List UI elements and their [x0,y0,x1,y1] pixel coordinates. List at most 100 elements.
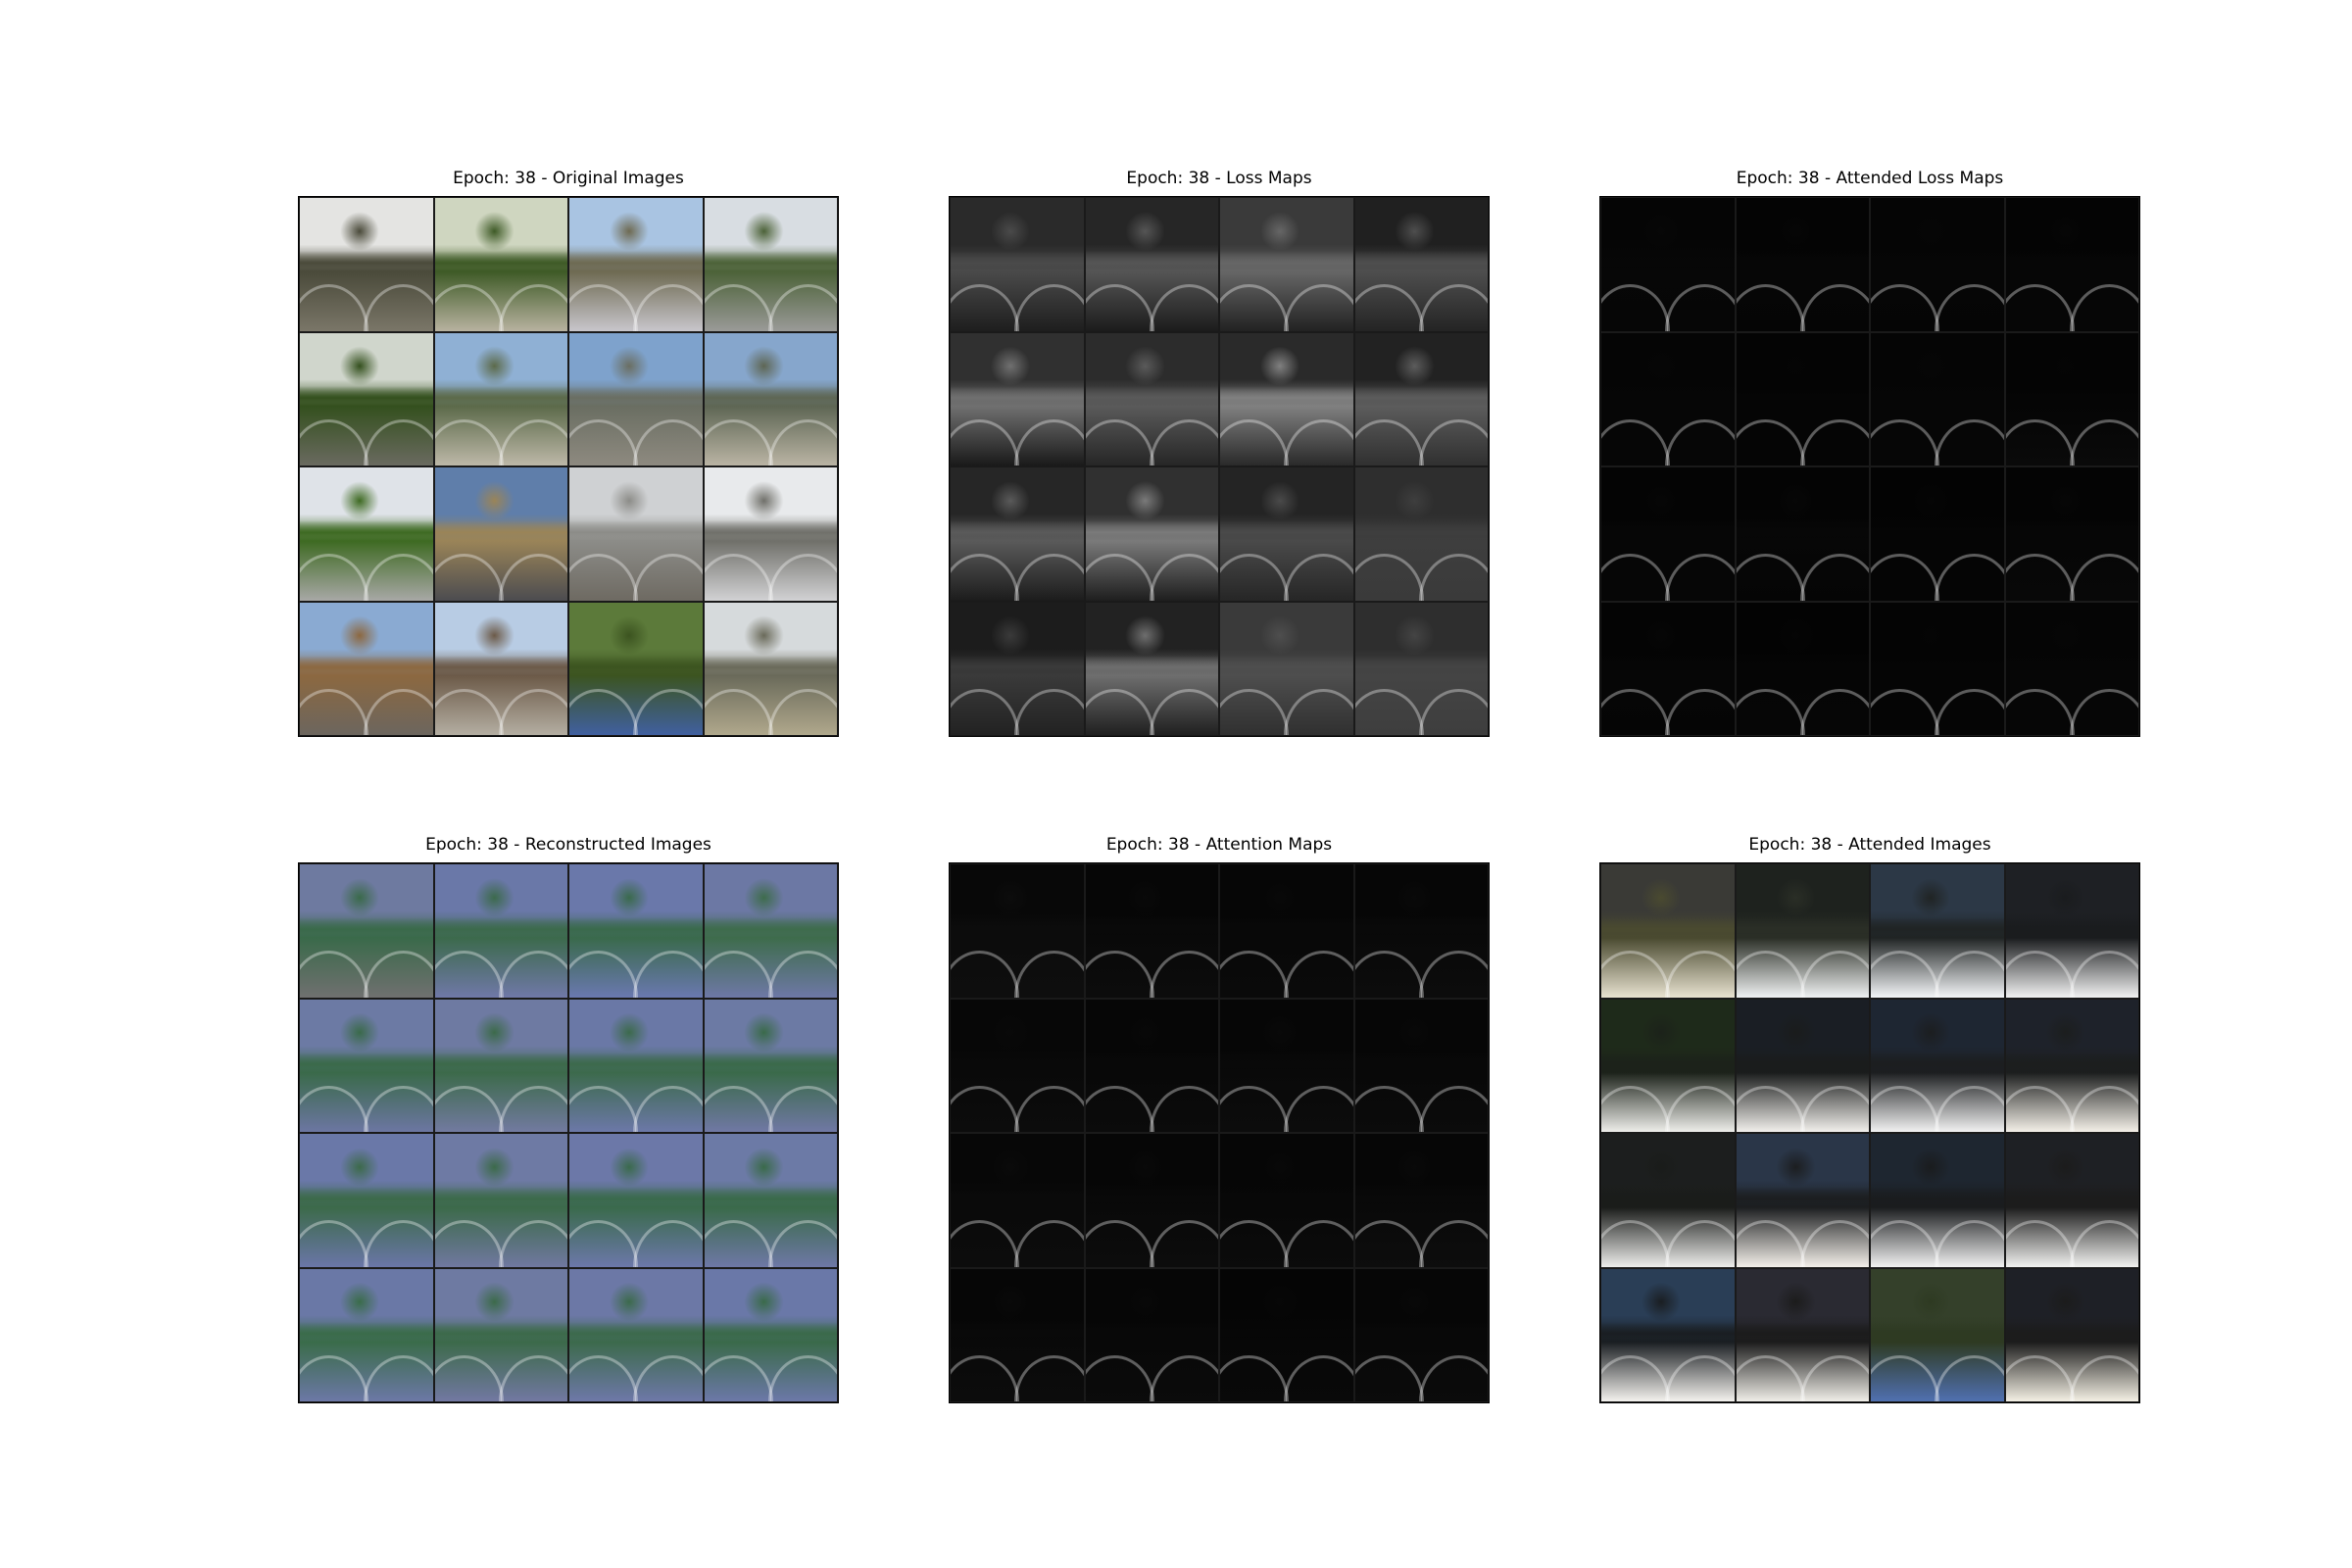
image-tile [1735,466,1870,602]
tile-arc [767,1220,838,1267]
tile-arc [633,1354,703,1402]
tile-arc [568,284,639,331]
tile-highlight [1776,877,1816,918]
tile-horizon [1354,251,1488,275]
tile-arc [950,688,1020,736]
tile-arc [767,1354,838,1402]
tile-horizon [1871,1321,2004,1347]
tile-arc [1149,1085,1219,1133]
tile-highlight [990,877,1031,918]
image-grid [1599,196,2140,737]
tile-arc [1284,1354,1353,1402]
image-tile [703,1267,838,1402]
image-tile [568,1267,704,1402]
tile-horizon [569,1187,703,1211]
tile-horizon [1220,251,1353,275]
tile-horizon [1220,1321,1353,1347]
tile-arc [1799,688,1870,736]
image-tile [433,601,568,736]
image-tile [299,197,434,332]
image-tile [1084,197,1219,332]
tile-highlight [744,877,784,918]
tile-arc [1149,951,1219,998]
tile-highlight [474,211,514,252]
tile-arc [1935,688,2004,736]
tile-horizon [300,1052,433,1077]
tile-arc [704,1085,773,1133]
tile-arc [1149,418,1219,466]
tile-arc [1085,1220,1154,1267]
tile-highlight [744,346,784,386]
tile-arc [2005,688,2075,736]
image-tile [1084,601,1219,736]
tile-highlight [1641,1012,1682,1053]
tile-horizon [434,655,567,680]
tile-arc [1219,1085,1290,1133]
tile-arc [2005,951,2075,998]
tile-arc [950,1354,1020,1402]
tile-highlight [1776,480,1816,521]
tile-highlight [474,1012,514,1053]
tile-highlight [1125,615,1165,656]
tile-horizon [300,1321,433,1347]
image-grid [1599,862,2140,1403]
tile-horizon [2005,1187,2138,1211]
image-tile [1219,331,1354,466]
tile-highlight [744,1282,784,1322]
image-tile [433,998,568,1133]
tile-horizon [2005,917,2138,942]
tile-arc [1799,1085,1870,1133]
tile-arc [568,1354,639,1402]
tile-arc [1014,688,1084,736]
tile-arc [1284,1085,1353,1133]
image-tile [568,331,704,466]
tile-arc [1935,284,2004,331]
tile-arc [1600,1354,1671,1402]
tile-highlight [990,1147,1031,1188]
tile-arc [434,284,504,331]
tile-arc [2005,284,2075,331]
tile-horizon [1354,1187,1488,1211]
tile-horizon [1220,1052,1353,1077]
image-tile [299,998,434,1133]
tile-highlight [1259,615,1300,656]
tile-arc [950,1085,1020,1133]
tile-highlight [990,1012,1031,1053]
tile-horizon [1736,917,1869,942]
tile-horizon [569,655,703,680]
tile-arc [498,688,568,736]
tile-horizon [704,385,837,411]
image-tile [703,197,838,332]
tile-arc [633,418,703,466]
tile-horizon [951,385,1084,411]
tile-highlight [1641,480,1682,521]
tile-horizon [569,1052,703,1077]
tile-highlight [1125,877,1165,918]
tile-horizon [2005,385,2138,411]
tile-arc [633,688,703,736]
tile-arc [633,1220,703,1267]
image-grid [298,862,839,1403]
tile-highlight [1641,1147,1682,1188]
tile-highlight [990,1282,1031,1322]
tile-highlight [990,211,1031,252]
tile-horizon [951,917,1084,942]
tile-horizon [1220,655,1353,680]
tile-arc [1935,1085,2004,1133]
tile-highlight [609,1147,650,1188]
tile-highlight [1910,877,1951,918]
tile-arc [1219,1354,1290,1402]
tile-arc [1870,284,1940,331]
tile-arc [1219,1220,1290,1267]
tile-arc [1085,688,1154,736]
tile-arc [1354,951,1424,998]
image-tile [950,601,1085,736]
tile-arc [1418,1220,1489,1267]
tile-arc [299,554,369,601]
panel-title: Epoch: 38 - Attended Loss Maps [1736,169,2004,188]
tile-arc [2069,284,2139,331]
tile-arc [704,554,773,601]
tile-horizon [1601,1052,1735,1077]
tile-horizon [1736,251,1869,275]
tile-highlight [339,1012,380,1053]
